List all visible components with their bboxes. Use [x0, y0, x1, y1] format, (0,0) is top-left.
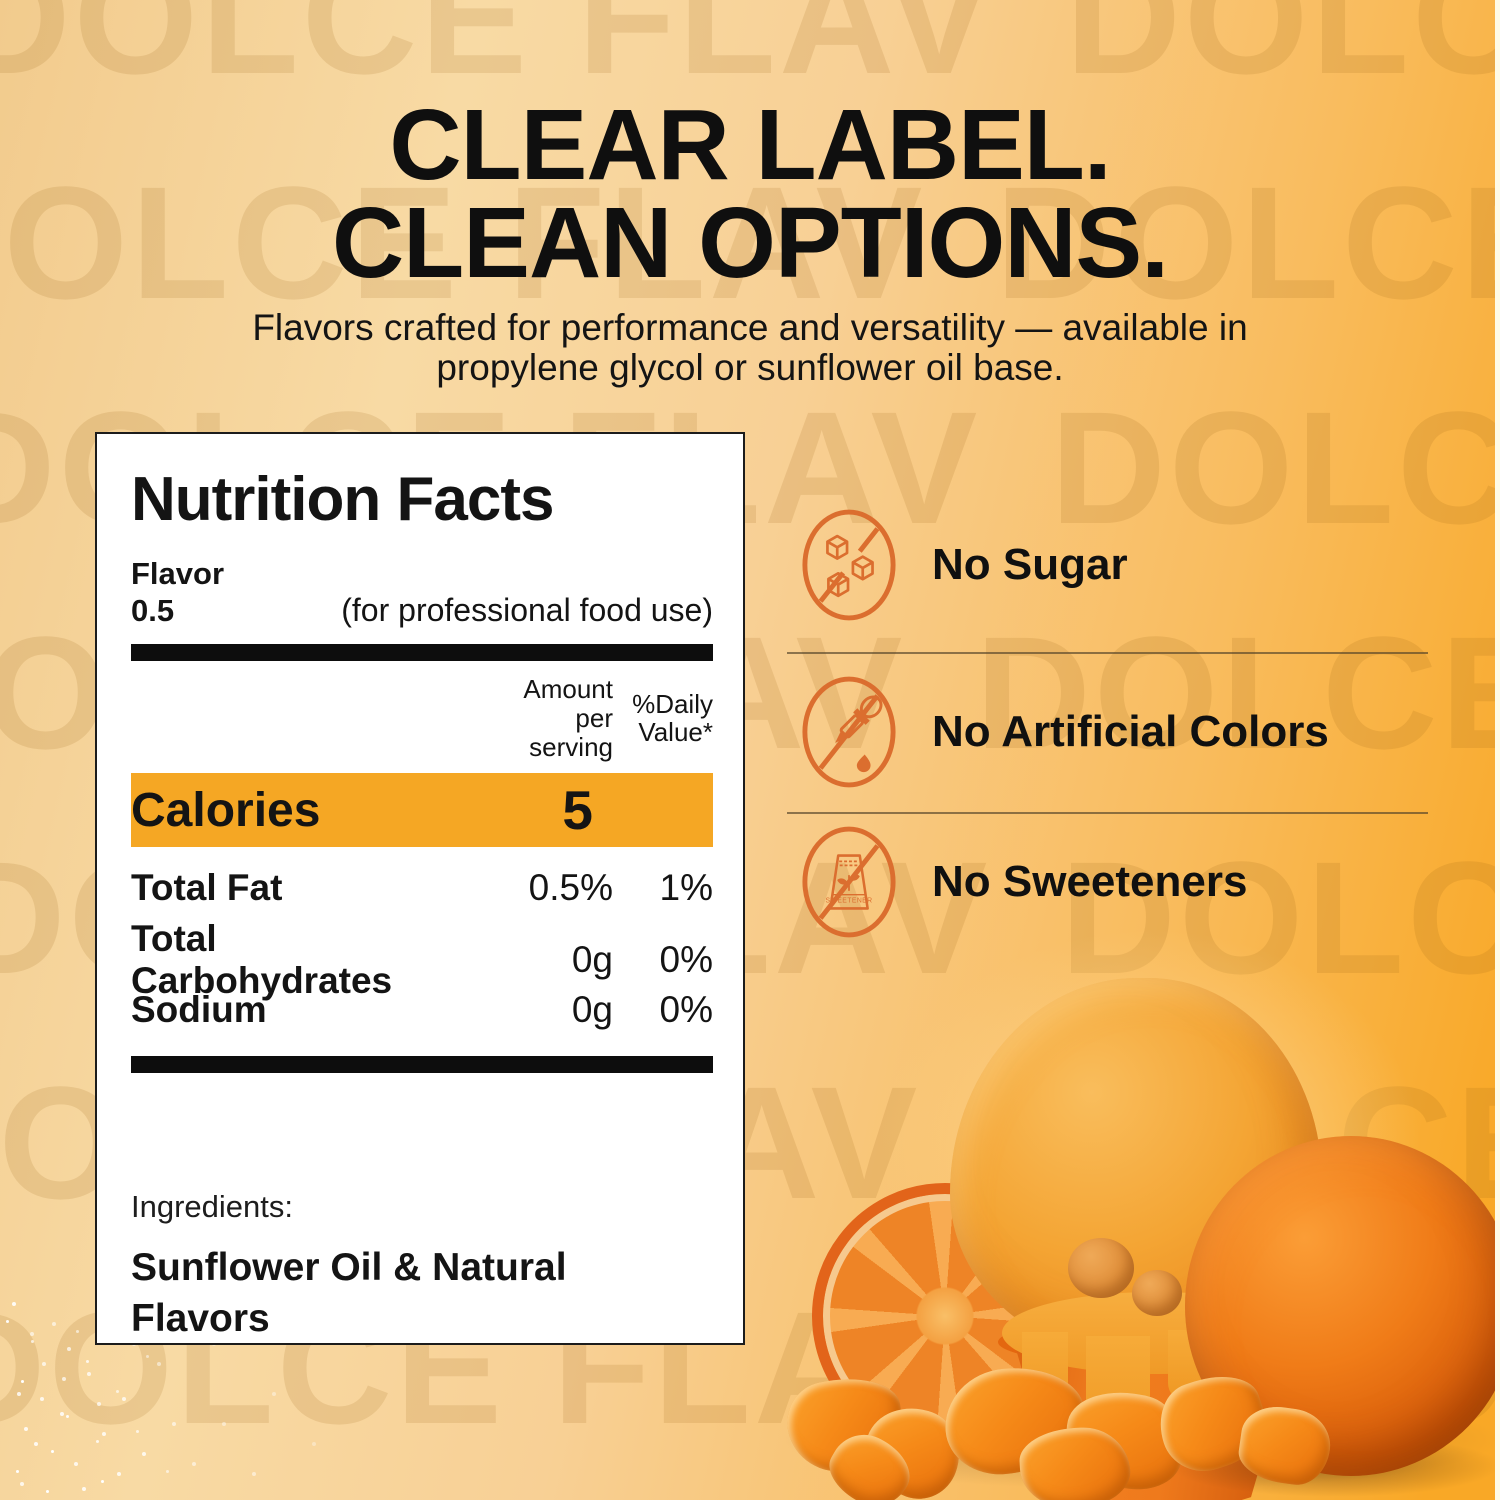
- serving-info: Flavor 0.5 (for professional food use): [131, 555, 713, 629]
- ingredients-value: Sunflower Oil & Natural Flavors: [131, 1246, 567, 1340]
- no-artificial-colors-icon: [800, 674, 898, 790]
- feature-label: No Artificial Colors: [932, 707, 1329, 756]
- subtitle-line-1: Flavors crafted for performance and vers…: [252, 307, 1248, 348]
- daily-value-header: %Daily Value*: [632, 688, 713, 748]
- nutrient-row: Total Carbohydrates 0g 0%: [131, 918, 713, 1001]
- feature-divider: [787, 812, 1428, 814]
- feature-label: No Sugar: [932, 540, 1128, 589]
- nutrient-row: Total Fat 0.5% 1%: [131, 857, 713, 918]
- nutrient-name: Total Carbohydrates: [131, 918, 393, 1002]
- calories-value: 5: [562, 779, 593, 842]
- nutrition-facts-title: Nutrition Facts: [131, 465, 554, 534]
- page-header: CLEAR LABEL. CLEAN OPTIONS. Flavors craf…: [0, 89, 1500, 388]
- nutrient-daily-value: 0%: [659, 939, 713, 981]
- watermark-row: DOLCE FLAVDOLCE FLAV: [0, 0, 1500, 107]
- feature-no-sugar: No Sugar: [800, 507, 1128, 623]
- nutrient-daily-value: 0%: [659, 988, 713, 1030]
- thick-divider-top: [131, 644, 713, 662]
- no-sugar-icon: [800, 507, 898, 623]
- feature-no-sweeteners: SWEETENER No Sweeteners: [800, 824, 1247, 940]
- calories-label: Calories: [131, 783, 321, 837]
- sugar-sparkles: [12, 1302, 16, 1306]
- feature-no-artificial-colors: No Artificial Colors: [800, 674, 1329, 790]
- flavor-value: 0.5: [131, 593, 175, 629]
- ice-cream-photo: [770, 930, 1500, 1500]
- amount-header: Amount per serving: [523, 674, 613, 762]
- feature-divider: [787, 652, 1428, 654]
- nutrition-facts-label: Nutrition Facts Flavor 0.5 (for professi…: [95, 432, 745, 1345]
- nutrient-row: Sodium 0g 0%: [131, 979, 713, 1040]
- feature-label: No Sweeteners: [932, 857, 1248, 906]
- sugar-sparkles: [6, 1320, 9, 1323]
- watermark-row: DOLCE FLAVDOLCE FLAV: [0, 153, 1500, 332]
- page-title: CLEAR LABEL. CLEAN OPTIONS.: [0, 89, 1500, 299]
- no-sweeteners-icon: SWEETENER: [800, 824, 898, 940]
- cookie-crumble: [1068, 1238, 1134, 1298]
- nutrient-amount: 0.5%: [528, 866, 613, 908]
- svg-text:SWEETENER: SWEETENER: [826, 898, 873, 905]
- ingredients-section: Ingredients: Sunflower Oil & Natural Fla…: [131, 1189, 713, 1344]
- thick-divider-bottom: [131, 1056, 713, 1074]
- nutrient-daily-value: 1%: [659, 866, 713, 908]
- cookie-crumble: [1132, 1270, 1182, 1316]
- nutrient-rows: Total Fat 0.5% 1% Total Carbohydrates 0g…: [131, 857, 713, 1040]
- title-line-1: CLEAR LABEL.: [389, 89, 1111, 201]
- subtitle-line-2: propylene glycol or sunflower oil base.: [436, 346, 1064, 388]
- nutrient-amount: 0g: [571, 988, 613, 1030]
- title-line-2: CLEAN OPTIONS.: [331, 187, 1169, 299]
- page-subtitle: Flavors crafted for performance and vers…: [0, 308, 1500, 388]
- column-headers: Amount per serving %Daily Value*: [131, 675, 713, 761]
- right-edge-strip: [1495, 0, 1500, 1500]
- nutrient-amount: 0g: [571, 939, 613, 981]
- flavor-serving: Flavor 0.5: [131, 555, 224, 629]
- usage-note: (for professional food use): [341, 592, 713, 629]
- flavor-label: Flavor: [131, 556, 225, 591]
- calories-row: Calories 5: [131, 773, 713, 848]
- nutrient-name: Sodium: [131, 988, 267, 1030]
- nutrient-name: Total Fat: [131, 866, 283, 908]
- ingredients-label: Ingredients:: [131, 1189, 293, 1225]
